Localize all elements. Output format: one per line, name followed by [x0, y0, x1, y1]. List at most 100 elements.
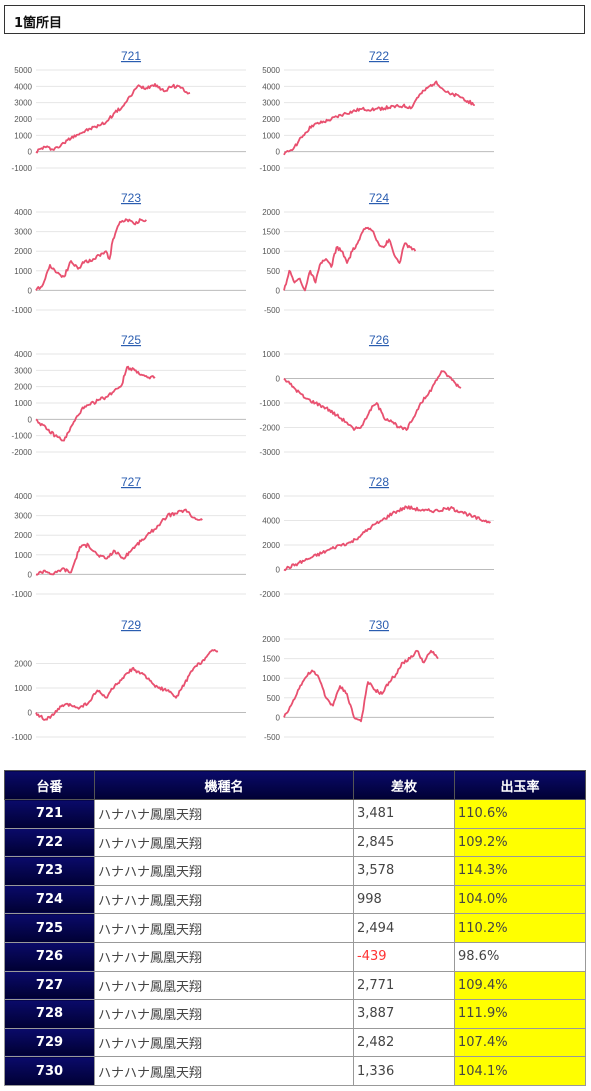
y-tick-label: -500 [264, 733, 281, 742]
y-tick-label: -2000 [12, 448, 33, 457]
series-line [35, 218, 147, 291]
table-row: 721 ハナハナ鳳凰天翔 3,481 110.6% [4, 799, 586, 829]
y-tick-label: 1000 [262, 247, 280, 256]
unit-number-cell: 721 [4, 799, 95, 829]
results-table: 台番 機種名 差枚 出玉率 721 ハナハナ鳳凰天翔 3,481 110.6% 722 ハ… [4, 770, 586, 1086]
y-tick-label: 1500 [262, 655, 280, 664]
chart-title-link[interactable]: 726 [369, 333, 389, 347]
y-tick-label: -1000 [260, 399, 281, 408]
y-tick-label: 1000 [262, 674, 280, 683]
y-tick-label: 2000 [14, 383, 32, 392]
series-line [35, 649, 219, 721]
y-tick-label: 0 [276, 148, 281, 157]
y-tick-label: 2000 [262, 208, 280, 217]
chart-title-link[interactable]: 729 [121, 618, 141, 632]
section-title: 1箇所目 [14, 16, 63, 31]
diff-cell: 2,845 [353, 827, 455, 858]
payout-rate-cell: 98.6% [454, 941, 586, 972]
unit-number-cell: 724 [4, 884, 95, 915]
section-header: 1箇所目 [4, 5, 585, 34]
table-header-row: 台番 機種名 差枚 出玉率 [4, 770, 586, 800]
diff-cell: -439 [353, 941, 455, 972]
y-tick-label: 2000 [14, 247, 32, 256]
diff-cell: 3,887 [353, 999, 455, 1029]
series-line [35, 508, 203, 576]
chart-721: 721 -1000 0 1000 2000 3000 4000 5000 [12, 49, 246, 173]
chart-729: 729 -1000 0 1000 2000 [12, 618, 246, 742]
unit-number-cell: 730 [4, 1056, 95, 1086]
y-tick-label: -1000 [12, 306, 33, 315]
y-tick-label: 1000 [14, 684, 32, 693]
table-row: 724 ハナハナ鳳凰天翔 998 104.0% [4, 884, 586, 915]
y-tick-label: 2000 [14, 660, 32, 669]
chart-725: 725 -2000 -1000 0 1000 2000 3000 4000 [12, 333, 246, 457]
y-tick-label: -3000 [260, 448, 281, 457]
y-tick-label: 5000 [262, 66, 280, 75]
y-tick-label: 2000 [262, 115, 280, 124]
table-row: 727 ハナハナ鳳凰天翔 2,771 109.4% [4, 970, 586, 1001]
y-tick-label: 0 [28, 709, 33, 718]
chart-title-link[interactable]: 727 [121, 475, 141, 489]
y-tick-label: 2000 [14, 115, 32, 124]
y-tick-label: 500 [267, 267, 281, 276]
chart-722: 722 -1000 0 1000 2000 3000 4000 5000 [260, 49, 494, 173]
payout-rate-cell: 109.2% [454, 827, 586, 858]
series-line [35, 365, 156, 442]
table-row: 729 ハナハナ鳳凰天翔 2,482 107.4% [4, 1027, 586, 1058]
chart-title-link[interactable]: 721 [121, 49, 141, 63]
unit-number-cell: 729 [4, 1027, 95, 1058]
series-line [283, 649, 439, 723]
y-tick-label: -500 [264, 306, 281, 315]
chart-title-link[interactable]: 723 [121, 191, 141, 205]
y-tick-label: 4000 [14, 82, 32, 91]
y-tick-label: 6000 [262, 492, 280, 501]
y-tick-label: -2000 [260, 590, 281, 599]
series-line [283, 80, 475, 156]
model-name-cell: ハナハナ鳳凰天翔 [94, 913, 354, 943]
y-tick-label: 3000 [262, 99, 280, 108]
model-name-cell: ハナハナ鳳凰天翔 [94, 799, 354, 829]
y-tick-label: 3000 [14, 512, 32, 521]
chart-title-link[interactable]: 724 [369, 191, 389, 205]
y-tick-label: 1000 [14, 267, 32, 276]
y-tick-label: 1000 [262, 350, 280, 359]
diff-cell: 1,336 [353, 1056, 455, 1086]
y-tick-label: 1000 [262, 131, 280, 140]
unit-number-cell: 727 [4, 970, 95, 1001]
y-tick-label: 3000 [14, 366, 32, 375]
y-tick-label: -1000 [12, 590, 33, 599]
chart-title-link[interactable]: 725 [121, 333, 141, 347]
model-name-cell: ハナハナ鳳凰天翔 [94, 884, 354, 915]
y-tick-label: -1000 [12, 733, 33, 742]
diff-cell: 2,482 [353, 1027, 455, 1058]
y-tick-label: 2000 [262, 635, 280, 644]
diff-cell: 3,481 [353, 799, 455, 829]
y-tick-label: 4000 [262, 517, 280, 526]
unit-number-cell: 725 [4, 913, 95, 943]
diff-cell: 2,771 [353, 970, 455, 1001]
y-tick-label: 2000 [262, 541, 280, 550]
chart-title-link[interactable]: 722 [369, 49, 389, 63]
model-name-cell: ハナハナ鳳凰天翔 [94, 1056, 354, 1086]
payout-rate-cell: 104.1% [454, 1056, 586, 1086]
payout-rate-cell: 104.0% [454, 884, 586, 915]
header-rate: 出玉率 [454, 770, 586, 800]
diff-cell: 2,494 [353, 913, 455, 943]
chart-727: 727 -1000 0 1000 2000 3000 4000 [12, 475, 246, 599]
model-name-cell: ハナハナ鳳凰天翔 [94, 827, 354, 858]
y-tick-label: 3000 [14, 228, 32, 237]
payout-rate-cell: 110.6% [454, 799, 586, 829]
series-line [283, 370, 462, 431]
y-tick-label: -1000 [12, 164, 33, 173]
y-tick-label: 4000 [262, 82, 280, 91]
payout-rate-cell: 109.4% [454, 970, 586, 1001]
y-tick-label: 4000 [14, 492, 32, 501]
y-tick-label: 3000 [14, 99, 32, 108]
y-tick-label: 0 [276, 286, 281, 295]
chart-title-link[interactable]: 728 [369, 475, 389, 489]
chart-724: 724 -500 0 500 1000 1500 2000 [262, 191, 494, 315]
y-tick-label: -2000 [260, 424, 281, 433]
y-tick-label: 0 [276, 713, 281, 722]
model-name-cell: ハナハナ鳳凰天翔 [94, 970, 354, 1001]
chart-title-link[interactable]: 730 [369, 618, 389, 632]
